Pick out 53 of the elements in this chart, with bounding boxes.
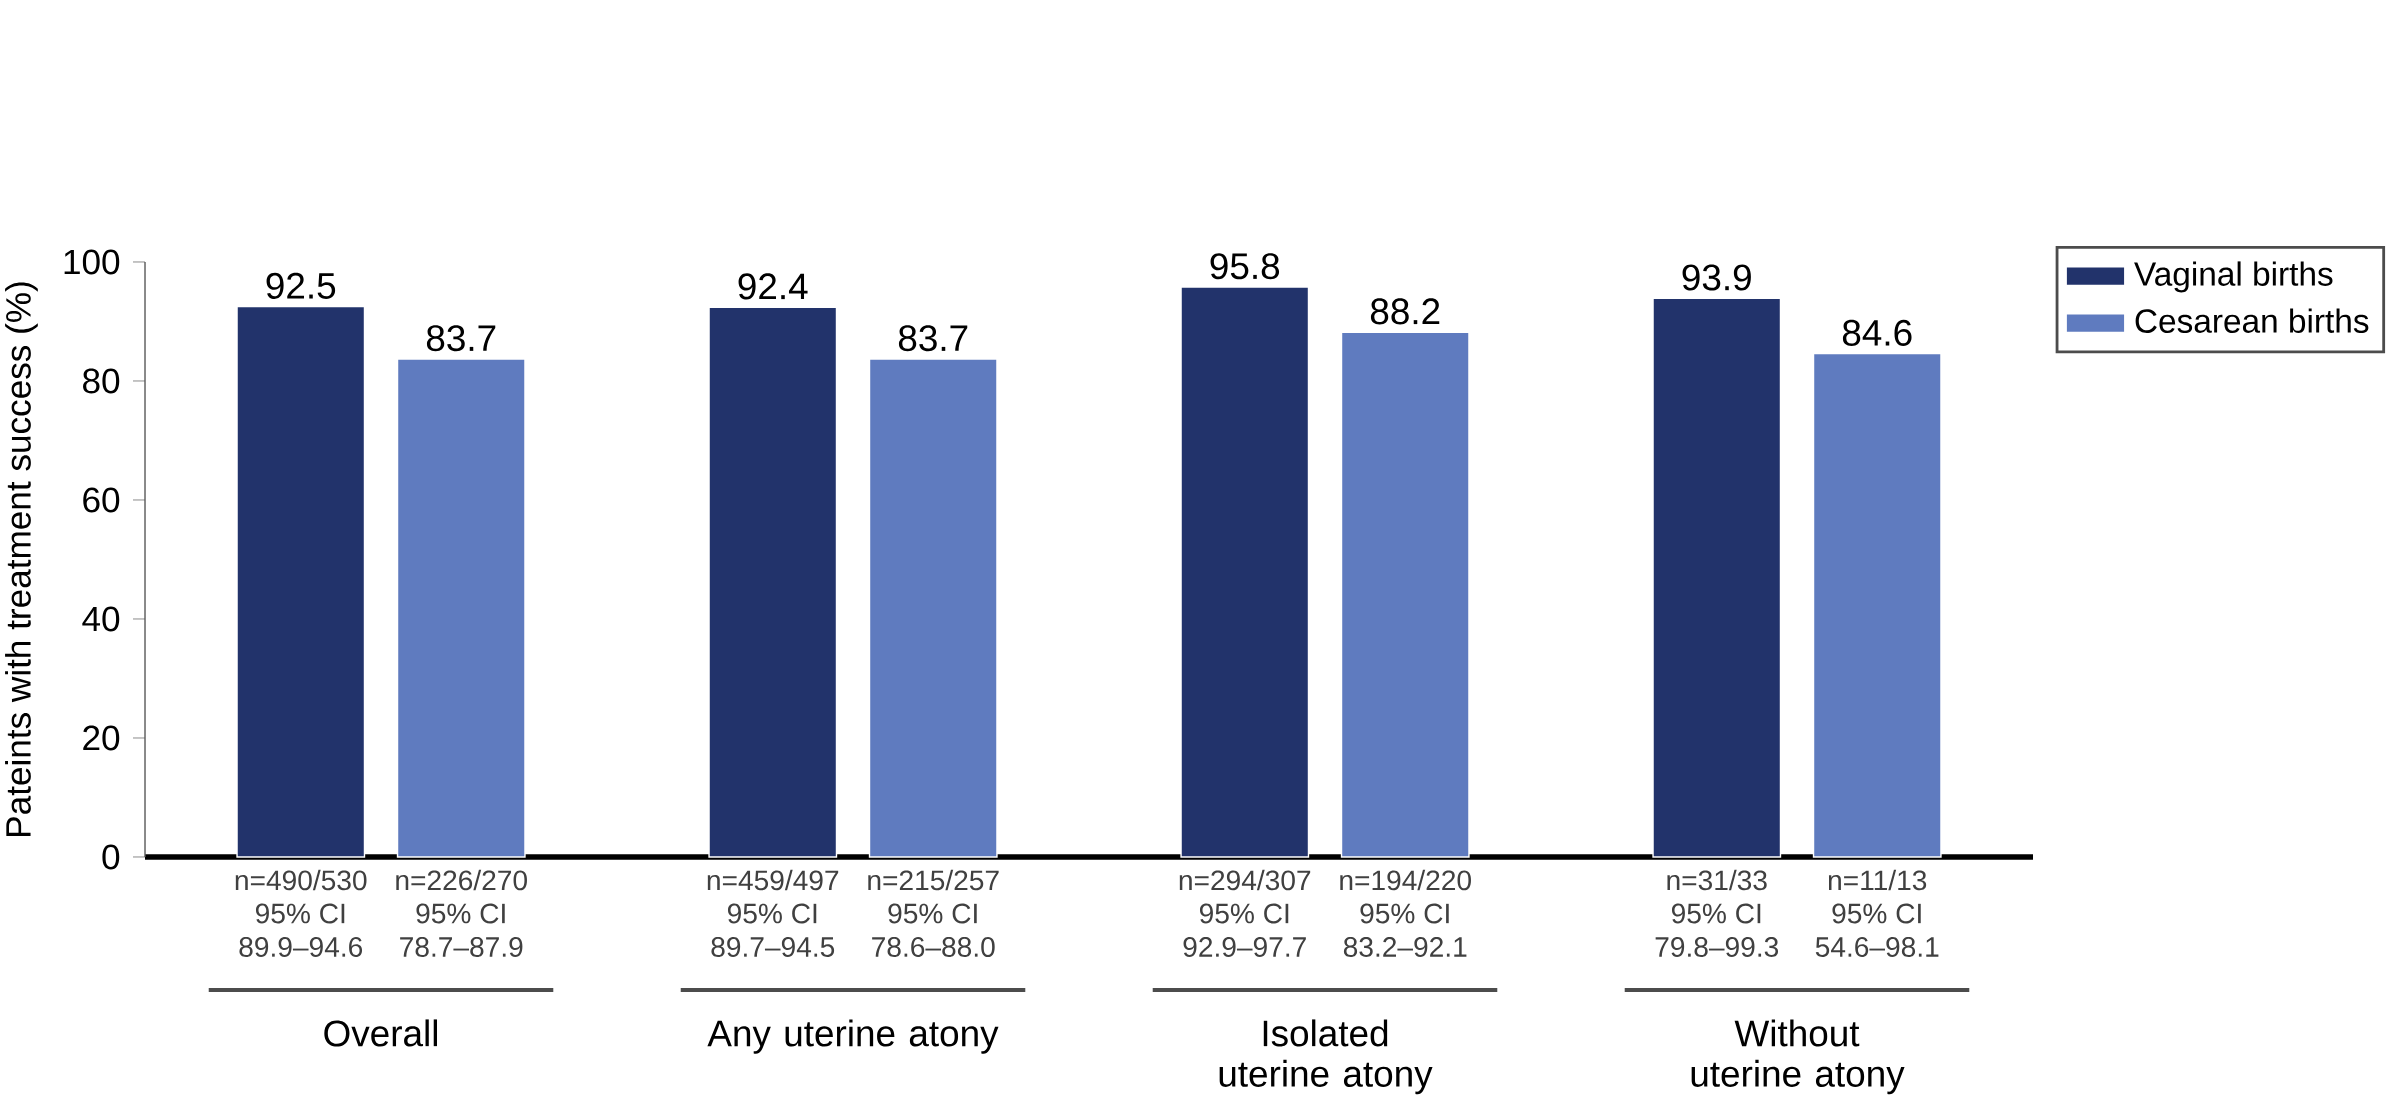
text: n=215/257 xyxy=(868,869,999,891)
y-tick-label: 80 xyxy=(83,368,120,394)
text: 92.9–97.7 xyxy=(1183,937,1306,957)
text: 95% CI xyxy=(1360,903,1449,924)
text: n=459/497 xyxy=(707,869,839,891)
bar xyxy=(1812,352,1942,858)
text: 78.6–88.0 xyxy=(872,937,995,957)
data-label: 95.8 xyxy=(1210,253,1280,280)
data-label: 83.7 xyxy=(898,325,968,352)
text: n=11/13 xyxy=(1828,869,1927,891)
data-label: 88.2 xyxy=(1370,298,1440,325)
text: n=194/220 xyxy=(1340,869,1471,891)
data-label: 92.4 xyxy=(738,273,808,300)
text: 54.6–98.1 xyxy=(1815,937,1939,957)
bar xyxy=(1652,297,1782,858)
data-label: 84.6 xyxy=(1842,319,1912,346)
text: 78.7–87.9 xyxy=(400,937,523,957)
text: 95% CI xyxy=(1671,903,1761,924)
y-tick-label: 0 xyxy=(102,844,120,870)
text: n=294/307 xyxy=(1179,869,1311,891)
bar xyxy=(396,358,526,858)
data-label: 93.9 xyxy=(1682,264,1751,291)
text: 89.7–94.5 xyxy=(711,937,835,957)
text: n=490/530 xyxy=(235,869,367,891)
y-tick-label: 100 xyxy=(64,249,120,275)
text: 95% CI xyxy=(727,903,817,924)
text: 95% CI xyxy=(1832,903,1921,924)
text: n=31/33 xyxy=(1667,869,1767,891)
text: 95% CI xyxy=(888,903,977,924)
text: 83.2–92.1 xyxy=(1343,937,1467,957)
data-label: 92.5 xyxy=(266,272,336,299)
bar xyxy=(1340,331,1470,858)
text: n=226/270 xyxy=(396,869,527,891)
y-tick-label: 40 xyxy=(82,606,120,632)
legend-label: Cesarean births xyxy=(2135,308,2369,333)
x-tick-label: Overall xyxy=(324,1019,437,1047)
y-tick-label: 60 xyxy=(83,487,120,513)
text: 79.8–99.3 xyxy=(1655,937,1779,957)
bar xyxy=(708,306,838,858)
y-axis-title: Pateints with treatment success (%) xyxy=(5,282,38,836)
data-label: 83.7 xyxy=(426,325,496,352)
text: 89.9–94.6 xyxy=(239,937,363,957)
text: 95% CI xyxy=(255,903,345,924)
text: 95% CI xyxy=(416,903,505,924)
legend-label: Vaginal births xyxy=(2134,261,2333,293)
bar xyxy=(1180,286,1310,858)
bar xyxy=(236,305,366,858)
x-tick-label: Without uterine atony xyxy=(1691,1019,1905,1095)
x-tick-label: Isolated uterine atony xyxy=(1219,1019,1433,1095)
text: 95% CI xyxy=(1199,903,1289,924)
x-tick-label: Any uterine atony xyxy=(707,1019,999,1054)
y-tick-label: 20 xyxy=(83,725,120,751)
bar xyxy=(868,358,998,858)
